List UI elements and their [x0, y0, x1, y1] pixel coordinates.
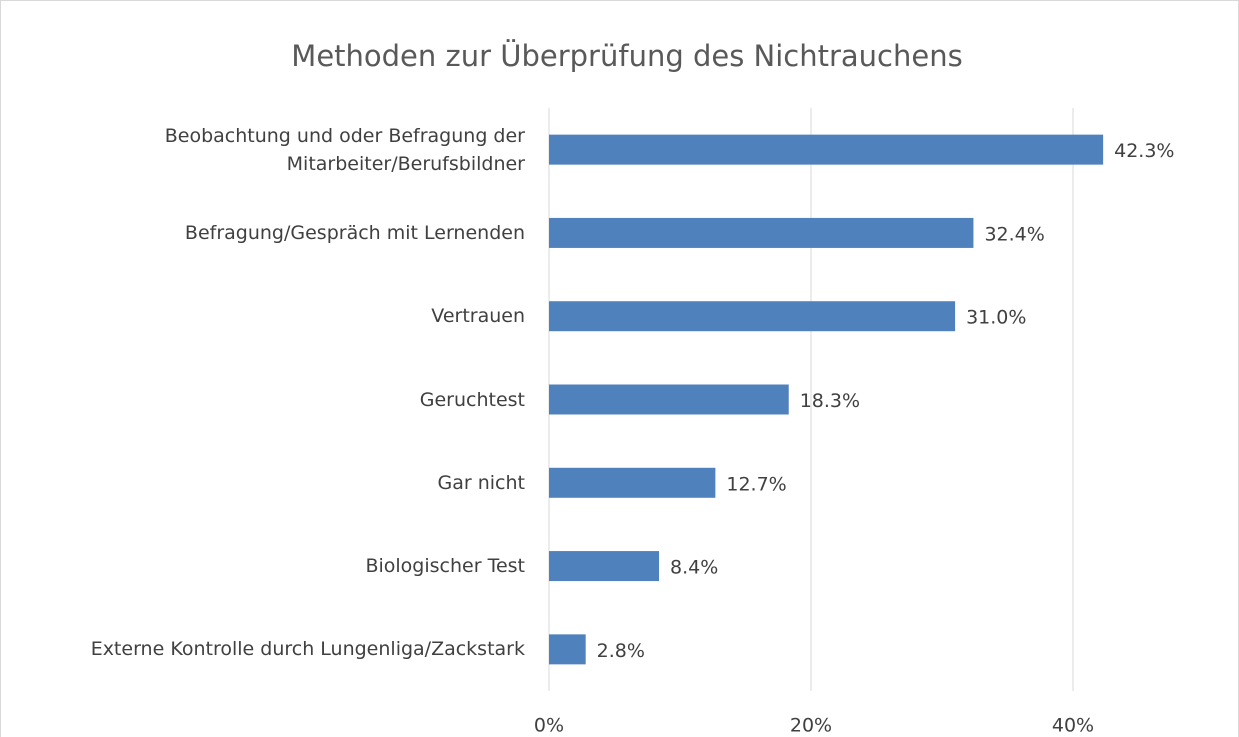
- value-label: 18.3%: [800, 390, 860, 412]
- y-tick-label: Befragung/Gespräch mit Lernenden: [184, 221, 525, 244]
- bar: [549, 301, 956, 332]
- y-tick-label: Externe Kontrolle durch Lungenliga/Zacks…: [90, 638, 525, 661]
- x-tick-label: 20%: [790, 715, 832, 737]
- bar: [549, 134, 1104, 165]
- x-tick-label: 0%: [534, 715, 564, 737]
- value-label: 2.8%: [597, 640, 645, 662]
- y-tick-label: Gar nicht: [437, 471, 525, 494]
- bar: [549, 467, 716, 498]
- y-tick-label: Biologischer Test: [365, 555, 525, 578]
- chart-title: Methoden zur Überprüfung des Nichtrauche…: [291, 39, 962, 73]
- y-tick-label: Geruchtest: [419, 388, 525, 411]
- value-label: 31.0%: [966, 307, 1026, 329]
- value-label: 12.7%: [726, 473, 786, 495]
- value-label: 8.4%: [670, 557, 718, 579]
- value-label: 32.4%: [984, 223, 1044, 245]
- bar: [549, 634, 586, 665]
- value-label: 42.3%: [1114, 140, 1174, 162]
- bar: [549, 551, 660, 582]
- x-tick-label: 40%: [1052, 715, 1094, 737]
- y-tick-label: Vertrauen: [431, 305, 525, 328]
- y-tick-label: Beobachtung und oder Befragung der Mitar…: [164, 124, 525, 175]
- bar: [549, 217, 974, 248]
- bar: [549, 384, 789, 415]
